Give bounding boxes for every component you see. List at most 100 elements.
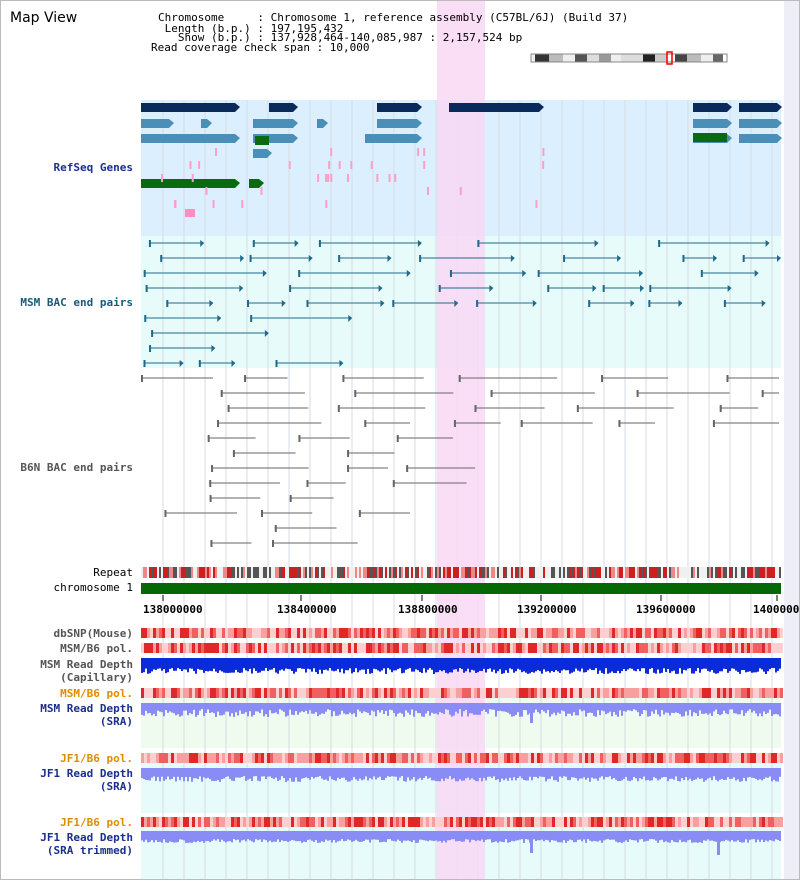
depth-bar	[533, 831, 535, 840]
polymorphism-bar	[258, 817, 261, 827]
track-label-msm-b6-pol-1[interactable]: MSM/B6 pol.	[60, 642, 133, 655]
repeat-bar	[589, 567, 591, 578]
depth-bar	[667, 658, 669, 669]
depth-bar	[243, 831, 245, 840]
polymorphism-bar	[153, 628, 156, 638]
depth-bar	[485, 703, 487, 712]
gene-tick	[288, 161, 291, 169]
polymorphism-bar	[603, 643, 606, 653]
depth-bar	[267, 658, 269, 672]
polymorphism-bar	[159, 643, 162, 653]
repeat-bar	[577, 567, 579, 578]
track-label-jf1-depth-trimmed[interactable]: JF1 Read Depth	[40, 831, 133, 844]
bac-end-arrow	[417, 240, 422, 247]
repeat-bar	[295, 567, 297, 578]
polymorphism-bar	[630, 817, 633, 827]
track-label-msm-bac[interactable]: MSM BAC end pairs	[20, 296, 133, 309]
depth-bar	[701, 658, 703, 670]
depth-bar	[661, 831, 663, 840]
polymorphism-bar	[318, 817, 321, 827]
repeat-bar	[747, 567, 749, 578]
polymorphism-bar	[216, 643, 219, 653]
polymorphism-bar	[615, 643, 618, 653]
track-label-msm-depth-sra[interactable]: MSM Read Depth	[40, 702, 133, 715]
depth-bar	[553, 768, 555, 781]
depth-bar	[455, 768, 457, 782]
track-label-chromosome[interactable]: chromosome 1	[53, 581, 133, 594]
depth-bar	[455, 658, 457, 670]
polymorphism-bar	[378, 643, 381, 653]
track-label-dbsnp[interactable]: dbSNP(Mouse)	[53, 627, 133, 640]
repeat-bar	[555, 567, 557, 578]
track-label-b6n-bac[interactable]: B6N BAC end pairs	[20, 461, 133, 474]
polymorphism-bar	[732, 688, 735, 698]
polymorphism-bar	[540, 753, 543, 763]
depth-bar	[385, 768, 387, 778]
track-label-msm-b6-pol-2[interactable]: MSM/B6 pol.	[60, 687, 133, 700]
depth-bar	[177, 768, 179, 777]
bac-end	[145, 285, 148, 292]
depth-bar	[651, 658, 653, 669]
track-label-jf1-depth-sra[interactable]: JF1 Read Depth	[40, 767, 133, 780]
polymorphism-bar	[375, 817, 378, 827]
polymorphism-bar	[243, 628, 246, 638]
track-label-jf1-b6-pol-2[interactable]: JF1/B6 pol.	[60, 816, 133, 829]
repeat-bar	[549, 567, 551, 578]
polymorphism-bar	[561, 753, 564, 763]
depth-bar	[249, 658, 251, 669]
polymorphism-bar	[501, 817, 504, 827]
depth-bar	[749, 658, 751, 672]
polymorphism-bar	[591, 688, 594, 698]
bac-end-arrow	[678, 300, 683, 307]
depth-bar	[547, 703, 549, 710]
polymorphism-bar	[681, 817, 684, 827]
depth-bar	[221, 768, 223, 780]
polymorphism-bar	[453, 753, 456, 763]
polymorphism-bar	[459, 753, 462, 763]
depth-bar	[313, 658, 315, 669]
track-label-refseq[interactable]: RefSeq Genes	[53, 161, 133, 174]
polymorphism-bar	[774, 688, 777, 698]
polymorphism-bar	[618, 643, 621, 653]
repeat-bar	[489, 567, 491, 578]
depth-bar	[525, 768, 527, 781]
track-label-msm-depth-capillary[interactable]: MSM Read Depth	[40, 658, 133, 671]
depth-bar	[747, 831, 749, 843]
polymorphism-bar	[285, 688, 288, 698]
polymorphism-bar	[537, 753, 540, 763]
polymorphism-bar	[459, 688, 462, 698]
repeat-bar	[237, 567, 239, 578]
polymorphism-bar	[174, 753, 177, 763]
bac-end	[477, 240, 480, 247]
depth-bar	[235, 703, 237, 713]
repeat-bar	[647, 567, 649, 578]
depth-bar	[753, 658, 755, 673]
depth-bar	[555, 703, 557, 716]
polymorphism-bar	[759, 643, 762, 653]
scrollbar[interactable]	[784, 1, 799, 879]
polymorphism-bar	[570, 688, 573, 698]
depth-bar	[459, 768, 461, 780]
repeat-bar	[355, 567, 357, 578]
depth-bar	[417, 831, 419, 843]
depth-bar	[499, 831, 501, 842]
repeat-bar	[475, 567, 477, 578]
track-label-jf1-b6-pol-1[interactable]: JF1/B6 pol.	[60, 752, 133, 765]
depth-bar	[339, 703, 341, 715]
gene-model	[693, 133, 727, 142]
polymorphism-bar	[780, 628, 783, 638]
polymorphism-bar	[321, 688, 324, 698]
depth-bar	[743, 703, 745, 716]
polymorphism-bar	[549, 628, 552, 638]
polymorphism-bar	[417, 817, 420, 827]
polymorphism-bar	[705, 817, 708, 827]
polymorphism-bar	[399, 688, 402, 698]
repeat-bar	[491, 567, 493, 578]
repeat-bar	[579, 567, 581, 578]
repeat-bar	[347, 567, 349, 578]
track-label-repeat[interactable]: Repeat	[93, 566, 133, 579]
repeat-bar	[465, 567, 467, 578]
depth-bar	[445, 703, 447, 710]
polymorphism-bar	[612, 817, 615, 827]
